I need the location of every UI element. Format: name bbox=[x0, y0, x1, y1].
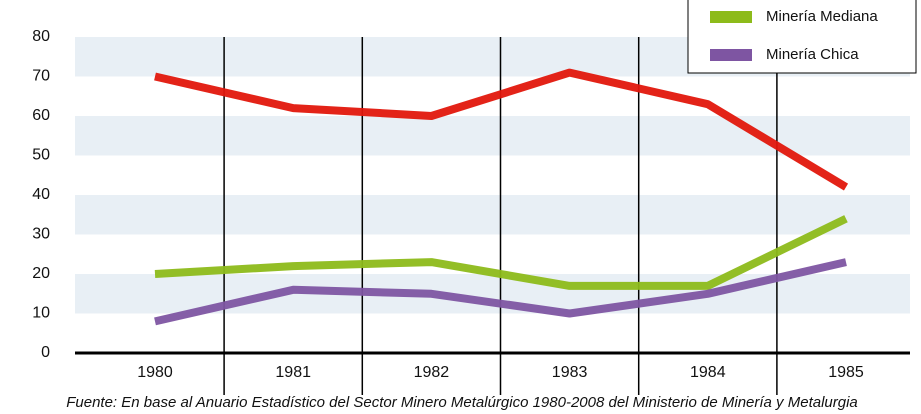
x-tick-label: 1983 bbox=[552, 364, 588, 381]
legend-label: Minería Mediana bbox=[766, 8, 878, 25]
source-note: Fuente: En base al Anuario Estadístico d… bbox=[66, 394, 858, 411]
y-tick-label: 30 bbox=[32, 226, 50, 243]
legend-label: Minería Chica bbox=[766, 46, 859, 63]
y-tick-label: 50 bbox=[32, 147, 50, 164]
series-line bbox=[154, 215, 848, 290]
legend-swatch bbox=[710, 49, 752, 61]
x-tick-label: 1980 bbox=[137, 364, 173, 381]
grid-band bbox=[75, 116, 910, 156]
y-tick-label: 70 bbox=[32, 68, 50, 85]
x-tick-label: 1982 bbox=[414, 364, 450, 381]
x-tick-label: 1985 bbox=[828, 364, 864, 381]
y-tick-label: 20 bbox=[32, 265, 50, 282]
series-line bbox=[154, 68, 849, 191]
x-tick-label: 1984 bbox=[690, 364, 726, 381]
y-tick-label: 60 bbox=[32, 107, 50, 124]
grid-band bbox=[75, 195, 910, 235]
x-tick-label: 1981 bbox=[275, 364, 311, 381]
y-tick-label: 0 bbox=[41, 344, 50, 361]
y-tick-label: 40 bbox=[32, 186, 50, 203]
legend-swatch bbox=[710, 11, 752, 23]
series-line bbox=[154, 258, 847, 326]
y-tick-label: 10 bbox=[32, 305, 50, 322]
y-tick-label: 80 bbox=[32, 28, 50, 45]
